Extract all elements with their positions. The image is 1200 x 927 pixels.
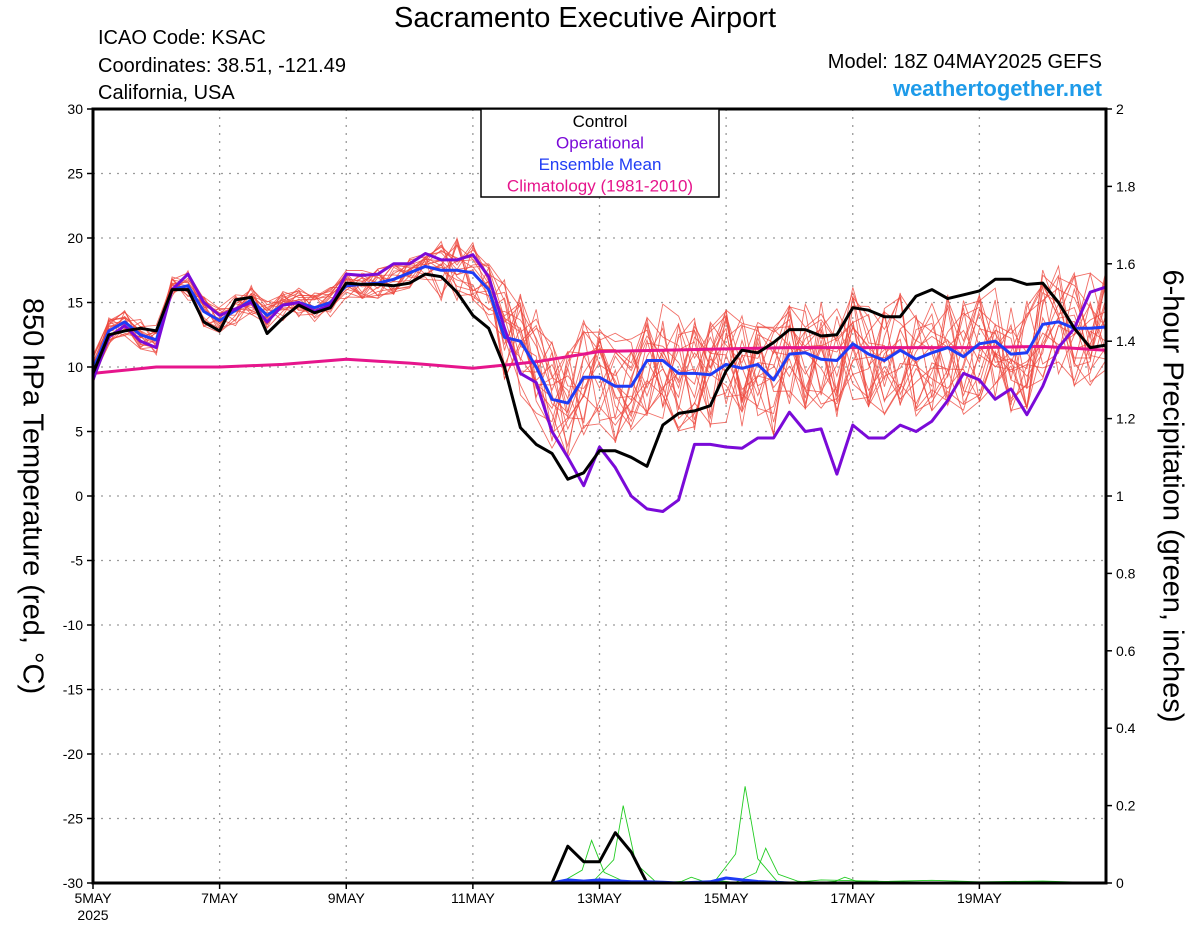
y-tick-label: 20 [67, 230, 83, 246]
ensemble-member-line [92, 252, 1107, 415]
y-tick-label: -5 [71, 553, 84, 569]
y2-tick-label: 0.6 [1116, 643, 1136, 659]
y-tick-label: 25 [67, 166, 83, 182]
precip-member-line [713, 786, 793, 884]
y-tick-label: -10 [63, 617, 83, 633]
series-line-climatology-1981-2010 [92, 344, 1107, 375]
y-tick-label: -20 [63, 746, 83, 762]
x-tick-sublabel: 2025 [77, 907, 108, 923]
y2-tick-label: 0.8 [1116, 565, 1136, 581]
y-tick-label: 30 [67, 101, 83, 117]
legend-entry: Ensemble Mean [539, 155, 662, 174]
y-tick-label: -25 [63, 811, 83, 827]
y-tick-label: 0 [75, 488, 83, 504]
x-tick-label: 5MAY [74, 890, 112, 906]
legend-entry: Operational [556, 134, 644, 153]
y-tick-label: 15 [67, 295, 83, 311]
y-tick-label: -15 [63, 682, 83, 698]
x-tick-label: 19MAY [957, 890, 1003, 906]
y2-tick-label: 2 [1116, 101, 1124, 117]
y2-tick-label: 0.2 [1116, 798, 1136, 814]
x-tick-label: 13MAY [577, 890, 623, 906]
y2-tick-label: 1.2 [1116, 411, 1136, 427]
ensemble-member-line [92, 249, 1107, 418]
series-line-control [91, 272, 1107, 481]
legend-entry: Climatology (1981-2010) [507, 177, 693, 196]
x-tick-label: 9MAY [328, 890, 366, 906]
x-tick-label: 15MAY [704, 890, 750, 906]
series-line-ensemble-mean [91, 264, 1107, 405]
precip-member-line [733, 847, 814, 884]
y-tick-label: -30 [63, 875, 83, 891]
x-tick-label: 17MAY [830, 890, 876, 906]
ensemble-member-line [92, 244, 1107, 431]
y-tick-label: 10 [67, 359, 83, 375]
precip-line-control [93, 831, 1106, 885]
series-line-operational [91, 252, 1107, 513]
y2-tick-label: 1.8 [1116, 178, 1136, 194]
precip-member-line [789, 879, 1107, 884]
y2-tick-label: 1.4 [1116, 333, 1136, 349]
icao-code: ICAO Code: KSAC [98, 27, 266, 49]
y2-tick-label: 0.4 [1116, 720, 1136, 736]
y2-tick-label: 1 [1116, 488, 1124, 504]
x-tick-label: 7MAY [201, 890, 239, 906]
y-tick-label: 5 [75, 424, 83, 440]
legend-box [480, 108, 720, 198]
model-run: Model: 18Z 04MAY2025 GEFS [827, 51, 1102, 73]
coordinates: Coordinates: 38.51, -121.49 [98, 55, 346, 77]
x-tick-label: 11MAY [451, 890, 495, 906]
region: California, USA [98, 82, 235, 104]
y2-tick-label: 1.6 [1116, 256, 1136, 272]
site-name: weathertogether.net [892, 76, 1102, 101]
legend-entry: Control [573, 112, 628, 131]
y2-tick-label: 0 [1116, 875, 1124, 891]
chart-title: Sacramento Executive Airport [393, 2, 776, 34]
ensemble-member-line [92, 238, 1107, 418]
